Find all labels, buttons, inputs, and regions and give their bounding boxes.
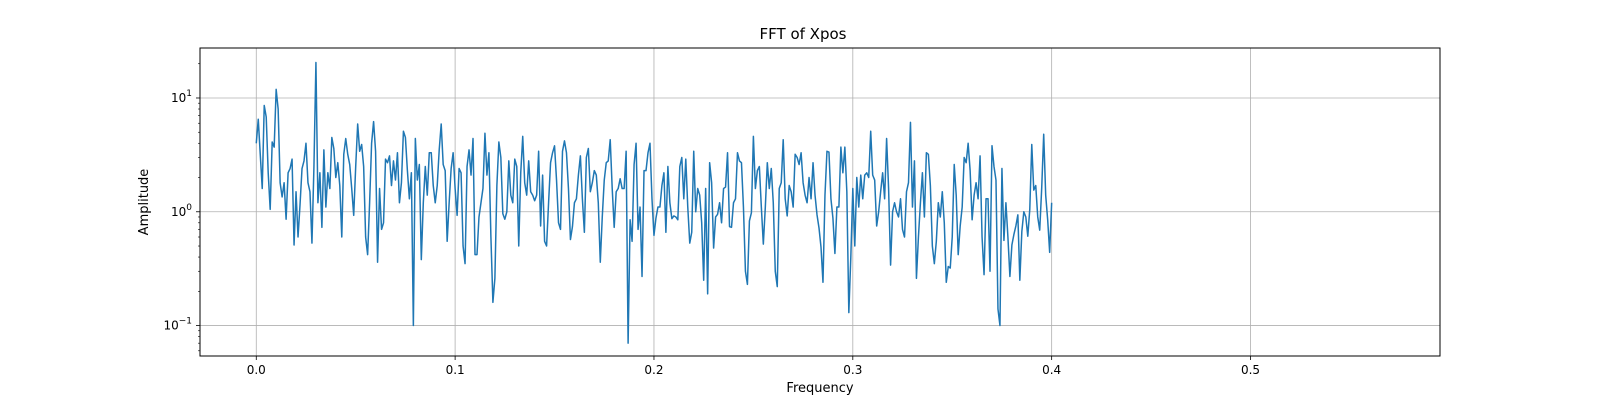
x-tick-label: 0.2 — [644, 363, 663, 377]
x-tick-label: 0.0 — [247, 363, 266, 377]
y-tick-label: 10−1 — [163, 317, 192, 333]
plot-area-frame — [199, 47, 1441, 357]
y-tick-label-exponent: 0 — [186, 203, 192, 213]
x-axis-ticks: 0.0 0.1 0.2 0.3 0.4 0.5 — [247, 356, 1260, 377]
grid-lines — [200, 48, 1440, 356]
series-line — [255, 61, 1053, 344]
y-tick-label: 101 — [171, 89, 192, 105]
y-tick-label: 100 — [171, 203, 192, 219]
y-axis-title: Amplitude — [137, 169, 152, 236]
y-tick-label-base: 10 — [171, 91, 186, 105]
y-tick-label-base: 10 — [163, 319, 178, 333]
x-tick-label: 0.1 — [446, 363, 465, 377]
x-tick-label: 0.4 — [1042, 363, 1061, 377]
x-axis-title: Frequency — [786, 381, 853, 396]
x-tick-label: 0.3 — [843, 363, 862, 377]
chart-title: FFT of Xpos — [760, 25, 847, 43]
y-tick-label-exponent: −1 — [179, 317, 192, 327]
plot-series — [255, 61, 1053, 344]
y-tick-label-base: 10 — [171, 205, 186, 219]
x-tick-label: 0.5 — [1241, 363, 1260, 377]
y-tick-label-exponent: 1 — [186, 89, 192, 99]
